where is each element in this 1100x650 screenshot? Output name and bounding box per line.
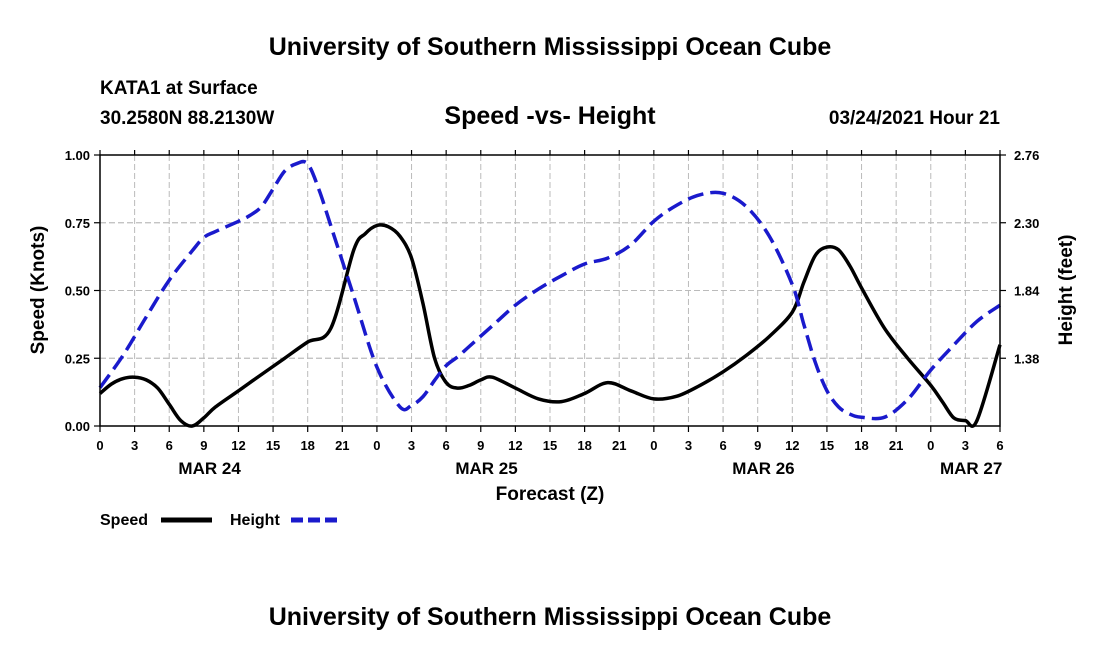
x-tick-label: 0 <box>927 438 934 453</box>
x-date-label: MAR 27 <box>940 459 1002 478</box>
y-right-tick-label: 2.30 <box>1014 216 1039 231</box>
x-tick-label: 0 <box>650 438 657 453</box>
station-coords: 30.2580N 88.2130W <box>100 108 274 129</box>
x-tick-label: 6 <box>719 438 726 453</box>
x-tick-label: 3 <box>408 438 415 453</box>
series-line-speed <box>98 223 1002 428</box>
y-right-tick-label: 1.84 <box>1014 284 1040 299</box>
x-tick-label: 21 <box>335 438 349 453</box>
y-left-tick-label: 1.00 <box>65 148 90 163</box>
x-date-label: MAR 26 <box>732 459 794 478</box>
x-tick-label: 18 <box>854 438 868 453</box>
x-tick-label: 3 <box>131 438 138 453</box>
x-tick-label: 0 <box>373 438 380 453</box>
chart-title: Speed -vs- Height <box>444 102 656 130</box>
x-tick-label: 9 <box>754 438 761 453</box>
y-left-tick-label: 0.50 <box>65 284 90 299</box>
x-axis-title: Forecast (Z) <box>496 484 605 505</box>
x-date-label: MAR 24 <box>178 459 241 478</box>
series-group <box>98 159 1002 428</box>
x-tick-label: 6 <box>996 438 1003 453</box>
series-line-height <box>98 159 1002 421</box>
x-date-label: MAR 25 <box>455 459 517 478</box>
y-right-tick-label: 1.38 <box>1014 351 1039 366</box>
y-axis-left-title: Speed (Knots) <box>28 226 49 355</box>
x-tick-label: 18 <box>577 438 591 453</box>
x-tick-label: 0 <box>96 438 103 453</box>
x-tick-label: 9 <box>477 438 484 453</box>
y-left-tick-label: 0.75 <box>65 216 90 231</box>
x-tick-label: 9 <box>200 438 207 453</box>
x-tick-label: 3 <box>685 438 692 453</box>
top-title: University of Southern Mississippi Ocean… <box>269 33 832 61</box>
x-tick-label: 3 <box>962 438 969 453</box>
legend-speed-label: Speed <box>100 512 148 529</box>
x-tick-label: 21 <box>889 438 903 453</box>
tick-labels: 0.00 0.25 0.50 0.75 1.00 1.38 1.84 2.30 2.76 0 3 6 9… <box>65 148 1040 478</box>
x-tick-label: 6 <box>443 438 450 453</box>
x-tick-label: 6 <box>166 438 173 453</box>
grid-lines <box>99 154 1001 427</box>
legend: Speed Height <box>100 512 342 529</box>
y-axis-right-title: Height (feet) <box>1056 235 1077 346</box>
y-left-tick-label: 0.25 <box>65 351 90 366</box>
x-tick-label: 18 <box>300 438 314 453</box>
y-right-tick-label: 2.76 <box>1014 148 1039 163</box>
x-tick-label: 12 <box>508 438 522 453</box>
x-tick-label: 12 <box>231 438 245 453</box>
x-tick-label: 15 <box>820 438 834 453</box>
x-tick-label: 15 <box>543 438 557 453</box>
run-time-label: 03/24/2021 Hour 21 <box>829 108 1001 129</box>
x-tick-label: 21 <box>612 438 626 453</box>
x-tick-label: 12 <box>785 438 799 453</box>
station-label: KATA1 at Surface <box>100 78 258 99</box>
bottom-title: University of Southern Mississippi Ocean… <box>269 603 832 631</box>
x-tick-label: 15 <box>266 438 280 453</box>
y-left-tick-label: 0.00 <box>65 419 90 434</box>
legend-height-label: Height <box>230 512 280 529</box>
tick-marks <box>94 150 1006 432</box>
